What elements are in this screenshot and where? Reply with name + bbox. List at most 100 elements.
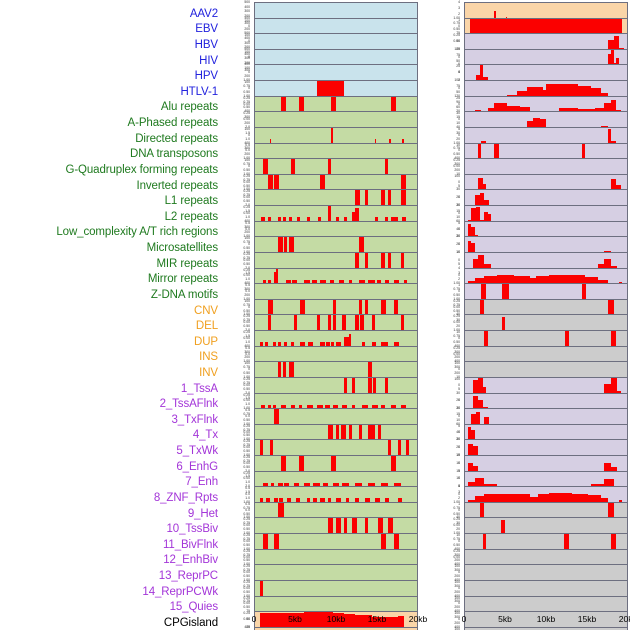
data-bar [610,100,616,120]
y-tick: 90 [456,99,460,104]
y-tick: 100 [244,50,250,55]
y-tick: 0.00 [243,445,250,450]
data-bar [471,226,475,245]
data-bar [482,534,487,557]
y-tick: 500 [244,0,250,4]
y-tick: 0.25 [453,314,460,319]
y-tick: 30 [456,437,460,442]
y-tick: 40 [456,226,460,231]
y-axis-right-19: 1.00 0.75 0.50 0.25 0.00 [438,296,462,325]
y-axis-left-16: 1.00 0.75 0.50 0.25 0.00 [228,250,252,278]
data-bar [604,383,611,401]
data-bar [267,315,272,338]
data-bar [352,211,359,229]
y-tick: 0.25 [453,298,460,303]
y-tick: 0.75 [453,21,460,26]
track-label-11-bivflnk: 11_BivFlnk [162,538,218,551]
y-tick: 0.25 [243,251,250,256]
data-bar [473,446,478,463]
data-bar [381,299,387,323]
y-tick: 0.75 [243,505,250,510]
data-bar [610,534,616,557]
y-axis-left-29: 1.00 0.75 0.50 0.25 0.00 [228,453,252,481]
y-tick: 1.00 [453,296,460,301]
y-tick: 0.0 [245,507,250,512]
y-axis-right-5: 100 75 50 25 0 [438,78,462,106]
y-axis-right-38: 400 300 200 100 0 [438,594,462,622]
data-bar [378,424,382,448]
y-tick: 3 [458,5,460,10]
y-axis-right-2: 75 50 25 0 [438,32,462,59]
y-axis-right-9: 1.00 0.75 0.50 0.25 0.00 [438,140,462,169]
data-bar [614,35,619,57]
y-tick: 0 [458,335,460,340]
y-tick: 0.50 [453,308,460,313]
y-tick: 0.50 [243,558,250,563]
y-axis-right-14: 60 40 20 0 [438,219,462,247]
data-bar [477,399,483,416]
x-axis-left: 0 5kb 10kb 15kb 20kb [252,614,428,628]
y-tick: 120 [454,93,460,98]
data-bar [342,315,346,338]
y-tick: 60 [456,421,460,426]
data-bar [607,129,611,151]
y-tick: 0.0 [245,492,250,497]
y-tick: 5 [458,468,460,473]
y-axis-right-33: 40 30 20 10 0 [438,515,462,543]
y-tick: 0.75 [243,302,250,307]
y-tick: 0.5 [245,486,250,491]
y-tick: 300 [244,224,250,229]
y-tick: 10 [456,330,460,335]
y-tick: 0.00 [243,210,250,215]
data-bar [332,315,336,338]
y-tick: 400 [244,624,250,629]
y-tick: 0.25 [243,470,250,475]
y-tick: 0 [248,39,250,44]
track-label-7-enh: 7_Enh [185,476,218,489]
y-tick: 40 [456,515,460,520]
y-axis-left-28: 1.00 0.75 0.50 0.25 0.00 [228,438,252,465]
data-bar [371,616,398,630]
y-axis-left-18: 400 300 200 100 0 [228,282,252,309]
y-tick: 0.5 [245,283,250,288]
y-tick: 50 [456,58,460,63]
y-tick: 300 [244,21,250,26]
y-tick: 0 [248,304,250,309]
y-tick: 20 [456,195,460,200]
y-tick: 2.0 [245,484,250,489]
y-tick: 0.00 [243,179,250,184]
y-tick: 1.0 [245,277,250,282]
y-axis-right-7: 20 15 10 5 0 [438,110,462,137]
data-bar [344,518,348,541]
y-tick: 0.00 [243,335,250,340]
y-axis-right-18: 1.00 0.75 0.50 0.25 0.00 [438,282,462,309]
y-tick: 0.00 [243,429,250,434]
track-plot-right-methylation [464,626,628,630]
data-bar [316,315,320,338]
y-tick: 400 [454,609,460,614]
y-tick: 400 [454,562,460,567]
y-tick: 15 [456,208,460,213]
track-label-alu-repeats: Alu repeats [160,101,218,114]
data-bar [368,377,372,401]
y-tick: 75 [246,609,250,614]
y-axis-left-13: 2.0 1.5 1.0 0.5 0.0 [228,203,252,231]
y-tick: 0.75 [243,255,250,260]
y-axis-left-12: 1.00 0.75 0.50 0.25 0.00 [228,188,252,215]
y-tick: 0.5 [245,408,250,413]
y-tick: 1.00 [243,515,250,520]
y-tick: 0.25 [243,173,250,178]
y-tick: 0 [458,179,460,184]
y-tick: 0.50 [243,167,250,172]
data-bar [289,237,294,260]
y-tick: 1.00 [453,140,460,145]
data-bar [387,190,392,213]
y-tick: 0.50 [453,339,460,344]
y-tick: 200 [244,121,250,126]
y-tick: 0.75 [243,193,250,198]
y-tick: 400 [244,35,250,40]
y-tick: 0.50 [453,152,460,157]
y-axis-right-13: 20 15 10 5 0 [438,203,462,231]
y-tick: 5 [458,261,460,266]
data-bar [479,65,483,88]
